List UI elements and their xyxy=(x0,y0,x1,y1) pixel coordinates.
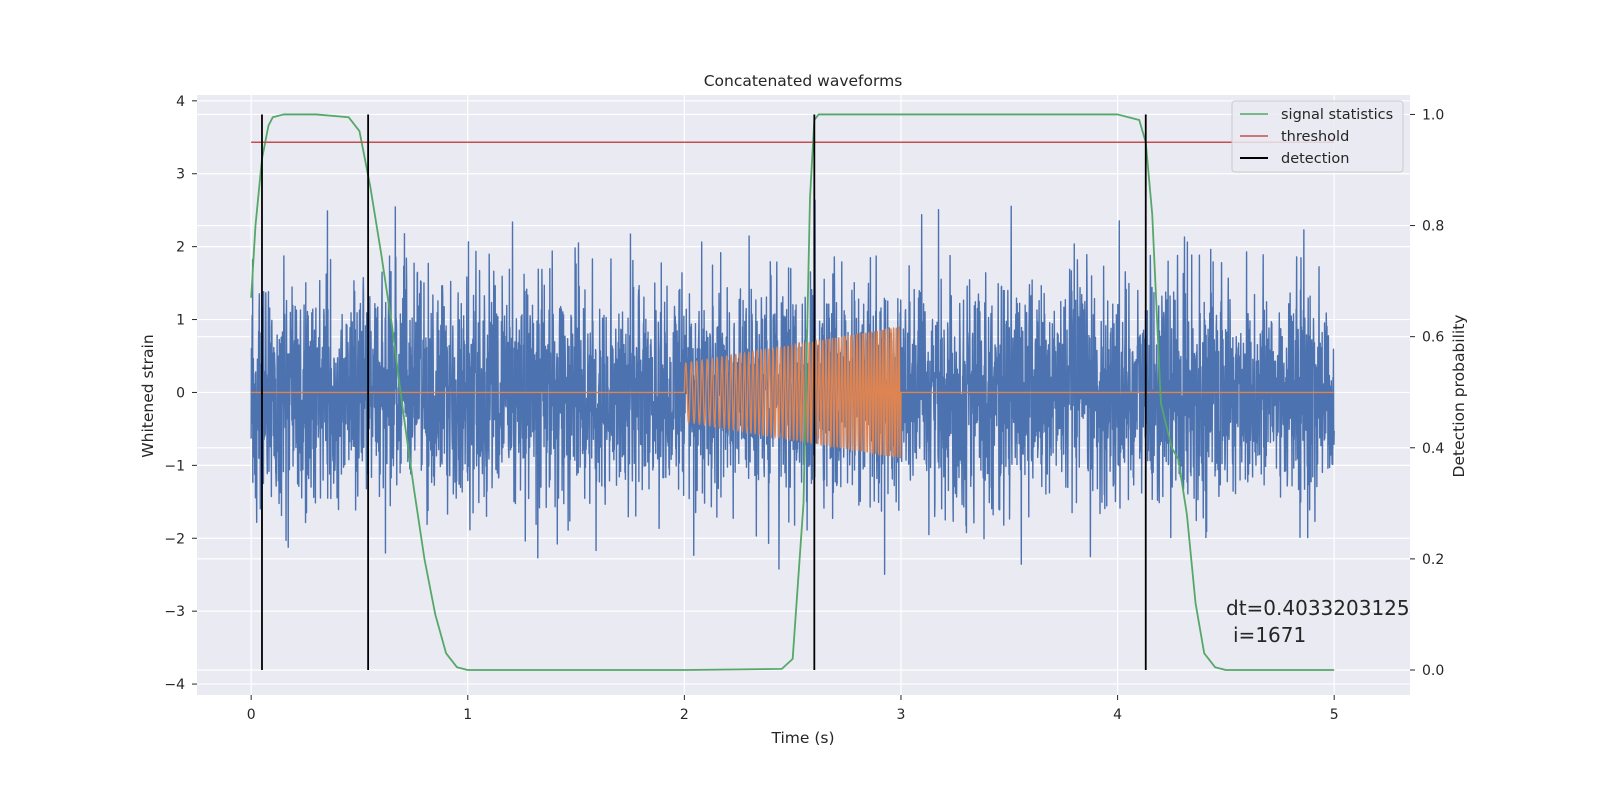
legend-detection-label: detection xyxy=(1281,151,1349,167)
x-tick-label: 5 xyxy=(1330,707,1339,723)
y-right-tick-label: 0.6 xyxy=(1422,330,1444,346)
y-left-tick-label: 3 xyxy=(176,167,185,183)
x-tick-label: 2 xyxy=(680,707,689,723)
y-right-tick-label: 0.0 xyxy=(1422,663,1444,679)
y-axis-left-label: Whitened strain xyxy=(139,334,157,457)
signal-statistics-line xyxy=(250,113,1335,671)
chirp-series xyxy=(251,326,1335,459)
y-left-tick-label: 0 xyxy=(176,385,185,401)
annotation-i: i=1671 xyxy=(1233,623,1306,647)
x-tick-label: 1 xyxy=(463,707,472,723)
y-left-tick-label: −1 xyxy=(164,458,185,474)
y-axis-right-label: Detection probability xyxy=(1450,315,1468,478)
legend: signal statistics threshold detection xyxy=(1231,100,1404,173)
y-right-tick-label: 0.4 xyxy=(1422,441,1444,457)
y-left-tick-label: −2 xyxy=(164,531,185,547)
y-left-tick-label: 4 xyxy=(176,94,185,110)
x-tick-label: 4 xyxy=(1113,707,1122,723)
legend-box xyxy=(1231,100,1404,173)
y-right-tick-label: 1.0 xyxy=(1422,107,1444,123)
x-tick-label: 3 xyxy=(897,707,906,723)
y-right-tick-label: 0.2 xyxy=(1422,552,1444,568)
y-left-tick-label: 2 xyxy=(176,240,185,256)
x-tick-label: 0 xyxy=(247,707,256,723)
detection-series xyxy=(261,114,1147,670)
legend-signal-statistics-label: signal statistics xyxy=(1281,107,1393,123)
x-axis: 0 1 2 3 4 5 xyxy=(247,695,1339,723)
signal-statistics-series xyxy=(250,113,1335,671)
legend-threshold-label: threshold xyxy=(1281,129,1349,145)
y-axis-left: 4 3 2 1 0 −1 −2 −3 −4 xyxy=(164,94,197,693)
chart-title: Concatenated waveforms xyxy=(704,72,903,90)
annotation-dt: dt=0.4033203125 xyxy=(1226,596,1410,620)
y-right-tick-label: 0.8 xyxy=(1422,219,1444,235)
y-left-tick-label: −3 xyxy=(164,604,185,620)
y-axis-right: 1.0 0.8 0.6 0.4 0.2 0.0 xyxy=(1410,107,1444,679)
y-left-tick-label: 1 xyxy=(176,313,185,329)
x-axis-label: Time (s) xyxy=(770,729,834,747)
chirp-line xyxy=(251,326,1335,459)
y-left-tick-label: −4 xyxy=(164,677,185,693)
